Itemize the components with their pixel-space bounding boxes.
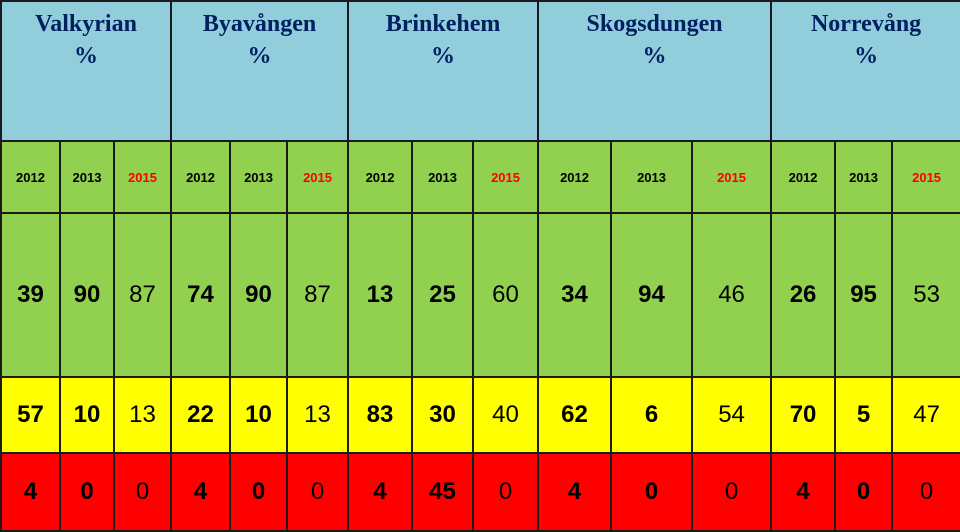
year-cell: 2013 [610, 140, 694, 214]
value-cell: 95 [834, 212, 894, 378]
value-cell: 0 [286, 452, 350, 532]
value-cell: 45 [411, 452, 475, 532]
area-name: Norrevång [810, 11, 922, 37]
value-cell: 4 [537, 452, 613, 532]
value-cell: 39 [0, 212, 61, 378]
year-cell: 2013 [834, 140, 894, 214]
value-cell: 4 [770, 452, 837, 532]
value-cell: 0 [834, 452, 894, 532]
year-cell: 2012 [170, 140, 232, 214]
year-cell: 2012 [770, 140, 837, 214]
area-name: Skogsdungen [586, 11, 723, 37]
value-cell: 74 [170, 212, 232, 378]
value-cell: 53 [891, 212, 960, 378]
value-cell: 10 [229, 376, 289, 454]
value-cell: 90 [59, 212, 115, 378]
year-cell: 2015 [286, 140, 350, 214]
area-header-cell: Norrevång% [770, 0, 960, 142]
value-cell: 26 [770, 212, 837, 378]
area-header-cell: Skogsdungen% [537, 0, 773, 142]
year-cell: 2013 [229, 140, 289, 214]
year-cell: 2015 [691, 140, 773, 214]
value-cell: 57 [0, 376, 61, 454]
year-cell: 2015 [472, 140, 540, 214]
value-cell: 13 [286, 376, 350, 454]
area-header-cell: Brinkehem% [347, 0, 540, 142]
area-header-row: Valkyrian% Byavången% Brinkehem% Skogsdunge… [0, 0, 960, 142]
value-cell: 6 [610, 376, 694, 454]
value-cell: 83 [347, 376, 414, 454]
year-cell: 2013 [59, 140, 115, 214]
area-header-cell: Byavången% [170, 0, 350, 142]
value-cell: 70 [770, 376, 837, 454]
value-cell: 25 [411, 212, 475, 378]
area-unit: % [247, 43, 272, 69]
value-cell: 0 [59, 452, 115, 532]
value-cell: 13 [347, 212, 414, 378]
value-cell: 87 [286, 212, 350, 378]
area-header-cell: Valkyrian% [0, 0, 173, 142]
value-cell: 0 [229, 452, 289, 532]
value-cell: 4 [347, 452, 414, 532]
value-cell: 47 [891, 376, 960, 454]
value-cell: 0 [610, 452, 694, 532]
red-row: 4 0 0 4 0 0 4 45 0 4 0 0 4 0 0 [0, 452, 960, 532]
value-cell: 4 [170, 452, 232, 532]
year-cell: 2012 [347, 140, 414, 214]
year-cell: 2015 [891, 140, 960, 214]
value-cell: 0 [112, 452, 173, 532]
value-cell: 4 [0, 452, 61, 532]
value-cell: 62 [537, 376, 613, 454]
value-cell: 0 [472, 452, 540, 532]
value-cell: 40 [472, 376, 540, 454]
area-name: Valkyrian [35, 11, 137, 37]
value-cell: 30 [411, 376, 475, 454]
value-cell: 0 [691, 452, 773, 532]
year-cell: 2012 [537, 140, 613, 214]
value-cell: 34 [537, 212, 613, 378]
area-name: Byavången [202, 11, 317, 37]
year-cell: 2013 [411, 140, 475, 214]
value-cell: 94 [610, 212, 694, 378]
year-row: 2012 2013 2015 2012 2013 2015 2012 2013 2015 2012… [0, 140, 960, 214]
value-cell: 46 [691, 212, 773, 378]
yellow-row: 57 10 13 22 10 13 83 30 40 62 6 54 70 5 47 [0, 376, 960, 454]
value-cell: 10 [59, 376, 115, 454]
area-unit: % [642, 43, 667, 69]
year-cell: 2012 [0, 140, 61, 214]
value-cell: 13 [112, 376, 173, 454]
value-cell: 60 [472, 212, 540, 378]
value-cell: 90 [229, 212, 289, 378]
area-unit: % [854, 43, 879, 69]
value-cell: 5 [834, 376, 894, 454]
value-cell: 22 [170, 376, 232, 454]
value-cell: 87 [112, 212, 173, 378]
value-cell: 0 [891, 452, 960, 532]
value-cell: 54 [691, 376, 773, 454]
area-name: Brinkehem [385, 11, 501, 37]
year-cell: 2015 [112, 140, 173, 214]
area-unit: % [431, 43, 456, 69]
area-unit: % [74, 43, 99, 69]
green-row: 39 90 87 74 90 87 13 25 60 34 94 46 26 95 53 [0, 212, 960, 378]
